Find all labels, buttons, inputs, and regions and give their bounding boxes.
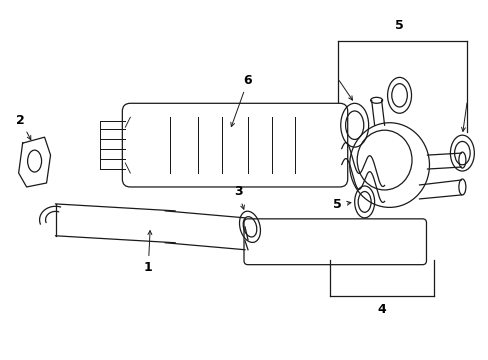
Text: 6: 6 <box>230 74 252 127</box>
Text: 4: 4 <box>376 303 385 316</box>
Text: 1: 1 <box>143 231 152 274</box>
Text: 5: 5 <box>333 198 350 211</box>
Text: 2: 2 <box>16 114 31 140</box>
Text: 3: 3 <box>233 185 244 209</box>
Text: 5: 5 <box>394 19 403 32</box>
